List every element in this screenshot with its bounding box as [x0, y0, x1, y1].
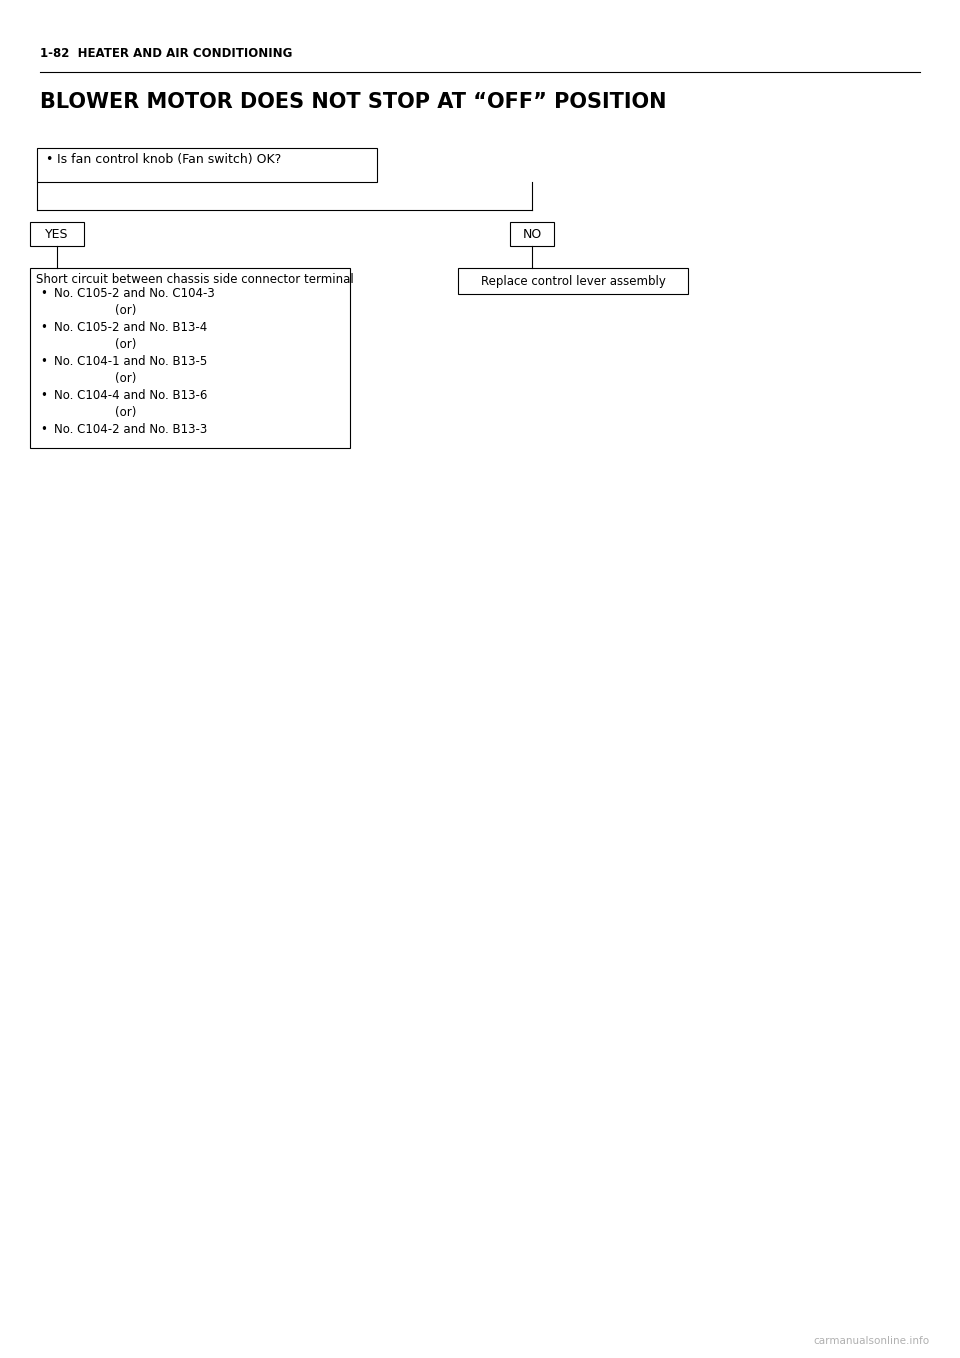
Text: Short circuit between chassis side connector terminal: Short circuit between chassis side conne…	[36, 273, 353, 287]
Text: No. C105-2 and No. C104-3: No. C105-2 and No. C104-3	[54, 287, 215, 300]
Text: No. C105-2 and No. B13-4: No. C105-2 and No. B13-4	[54, 320, 207, 334]
Text: •: •	[40, 320, 47, 334]
Text: (or): (or)	[115, 406, 136, 420]
Text: 1-82  HEATER AND AIR CONDITIONING: 1-82 HEATER AND AIR CONDITIONING	[40, 48, 293, 60]
Text: No. C104-1 and No. B13-5: No. C104-1 and No. B13-5	[54, 354, 207, 368]
Text: Is fan control knob (Fan switch) OK?: Is fan control knob (Fan switch) OK?	[57, 153, 281, 166]
Text: •: •	[45, 153, 53, 166]
Text: NO: NO	[522, 228, 541, 240]
Text: (or): (or)	[115, 338, 136, 350]
Bar	[37, 148, 377, 182]
Text: (or): (or)	[115, 372, 136, 386]
Text: (or): (or)	[115, 304, 136, 316]
Bar	[30, 268, 350, 448]
Text: BLOWER MOTOR DOES NOT STOP AT “OFF” POSITION: BLOWER MOTOR DOES NOT STOP AT “OFF” POSI…	[40, 92, 666, 111]
Bar	[30, 221, 84, 246]
Bar	[510, 221, 554, 246]
Text: No. C104-2 and No. B13-3: No. C104-2 and No. B13-3	[54, 422, 207, 436]
Bar	[458, 268, 688, 293]
Text: •: •	[40, 388, 47, 402]
Text: •: •	[40, 422, 47, 436]
Text: •: •	[40, 287, 47, 300]
Text: carmanualsonline.info: carmanualsonline.info	[814, 1336, 930, 1346]
Text: Replace control lever assembly: Replace control lever assembly	[481, 274, 665, 288]
Text: •: •	[40, 354, 47, 368]
Text: No. C104-4 and No. B13-6: No. C104-4 and No. B13-6	[54, 388, 207, 402]
Text: YES: YES	[45, 228, 69, 240]
